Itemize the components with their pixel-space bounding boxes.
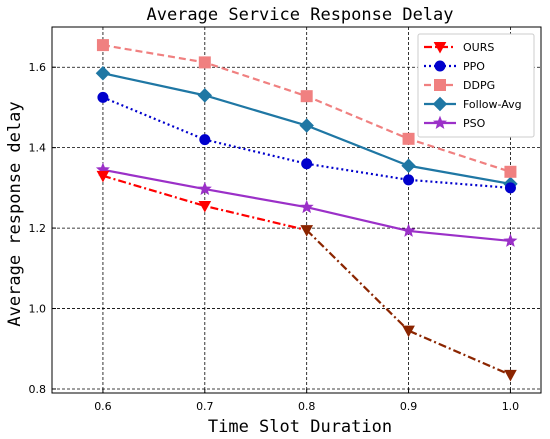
series-ours [96,170,517,382]
data-point [401,158,416,173]
y-tick-label: 1.4 [29,142,47,155]
data-point [198,200,212,213]
series-pso [95,162,518,247]
legend-marker [434,60,446,72]
legend-label: PSO [463,117,486,130]
data-point [95,66,111,81]
x-tick-label: 0.9 [400,400,418,413]
data-point [503,233,518,247]
x-tick-label: 1.0 [502,400,520,413]
legend-marker [432,115,448,129]
y-axis-label: Average response delay [5,101,25,326]
legend-label: DDPG [463,79,495,92]
x-axis-label: Time Slot Duration [208,417,392,437]
y-tick-label: 1.0 [29,303,47,316]
legend-label: OURS [463,41,494,54]
data-point [504,369,517,382]
chart-title: Average Service Response Delay [146,5,453,25]
y-tick-label: 0.8 [29,383,47,396]
series-layer [95,39,518,382]
legend-label: PPO [463,60,485,73]
data-point [300,90,313,103]
data-point [301,158,313,170]
series-follow-avg [95,66,518,192]
x-tick-label: 0.6 [94,400,112,413]
data-point [401,223,416,237]
series-line [102,174,307,232]
legend-marker [433,42,447,54]
legend-box [417,33,535,138]
tick-layer: 0.6 0.7 0.8 0.9 1.0 0.8 1.0 1.2 1.4 1.6 [29,61,520,413]
data-point [199,134,211,146]
data-point [402,325,415,338]
legend-marker [434,79,446,91]
data-point [402,132,415,145]
series-ddpg [96,39,517,178]
x-tick-label: 0.7 [196,400,214,413]
data-point [504,182,516,194]
plot-frame [51,26,542,394]
data-point [299,199,314,214]
legend: OURS PPO DDPG Follow-Avg PSO [417,33,535,138]
data-point [197,181,212,196]
data-point [299,118,314,133]
data-point [96,170,110,183]
data-point [504,165,517,178]
y-tick-label: 1.6 [29,61,47,74]
data-point [97,91,109,103]
data-point [96,39,109,52]
legend-marker [432,96,448,112]
data-point [300,225,314,237]
data-point [198,56,211,69]
series-ppo [97,91,516,194]
y-tick-label: 1.2 [29,222,47,235]
data-point [197,88,213,103]
x-tick-label: 0.8 [298,400,316,413]
legend-label: Follow-Avg [463,98,522,111]
data-point [403,174,415,186]
